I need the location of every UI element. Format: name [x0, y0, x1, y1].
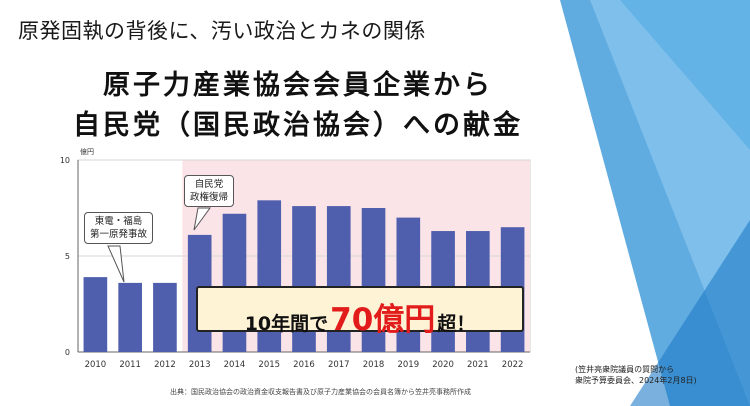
- bar-2011: [118, 282, 142, 352]
- callout-fukushima-line2: 第一原発事故: [90, 229, 148, 240]
- source-note: 出典：国民政治協会の政治資金収支報告書及び原子力産業協会の会員名簿から笠井亮事務…: [170, 388, 471, 396]
- y-axis-unit: 億円: [80, 147, 94, 156]
- bar-2012: [153, 282, 177, 352]
- callout-fukushima: 東電・福島 第一原発事故: [84, 212, 154, 244]
- callout-ldp-return: 自民党 政権復帰: [184, 175, 235, 207]
- y-tick-label: 0: [65, 348, 70, 357]
- highlight-amount: 70億円: [330, 302, 436, 338]
- callout-fukushima-line1: 東電・福島: [94, 216, 143, 227]
- citation-line1: (笠井亮衆院議員の質問から: [575, 365, 675, 374]
- x-tick-label: 2015: [258, 360, 280, 370]
- x-tick-label: 2021: [467, 360, 489, 370]
- bar-2010: [83, 277, 108, 352]
- x-tick-label: 2019: [397, 360, 419, 370]
- citation-line2: 衆院予算委員会、2024年2月8日): [575, 376, 697, 385]
- callout-ldp-pointer: [193, 207, 211, 231]
- callout-ldp-line2: 政権復帰: [190, 192, 229, 203]
- deco-shape-top: [620, 0, 750, 150]
- x-tick-label: 2011: [119, 360, 141, 370]
- highlight-suffix: 超！: [437, 313, 476, 335]
- x-tick-label: 2013: [189, 360, 211, 370]
- x-tick-label: 2018: [363, 360, 385, 370]
- y-tick-label: 10: [60, 156, 70, 165]
- citation: (笠井亮衆院議員の質問から 衆院予算委員会、2024年2月8日): [575, 364, 697, 386]
- x-tick-label: 2014: [224, 360, 246, 370]
- highlight-prefix: 10年間で: [244, 313, 329, 335]
- x-tick-label: 2017: [328, 360, 350, 370]
- deco-shape-bottom: [630, 220, 750, 406]
- x-tick-label: 2010: [85, 360, 107, 370]
- slide-heading: 原発固執の背後に、汚い政治とカネの関係: [18, 19, 426, 43]
- decorative-shapes: [560, 0, 750, 406]
- callout-ldp-line1: 自民党: [194, 179, 224, 190]
- x-tick-label: 2020: [432, 360, 454, 370]
- x-tick-label: 2012: [154, 360, 176, 370]
- total-highlight-box: 10年間で 70億円 超！: [196, 286, 524, 338]
- y-tick-label: 5: [65, 252, 70, 261]
- chart-title-line1: 原子力産業協会会員企業から: [103, 70, 493, 101]
- x-tick-label: 2022: [502, 360, 524, 370]
- chart-title-line2: 自民党（国民政治協会）への献金: [73, 110, 523, 141]
- callout-fukushima-pointer: [107, 245, 125, 283]
- x-tick-label: 2016: [293, 360, 315, 370]
